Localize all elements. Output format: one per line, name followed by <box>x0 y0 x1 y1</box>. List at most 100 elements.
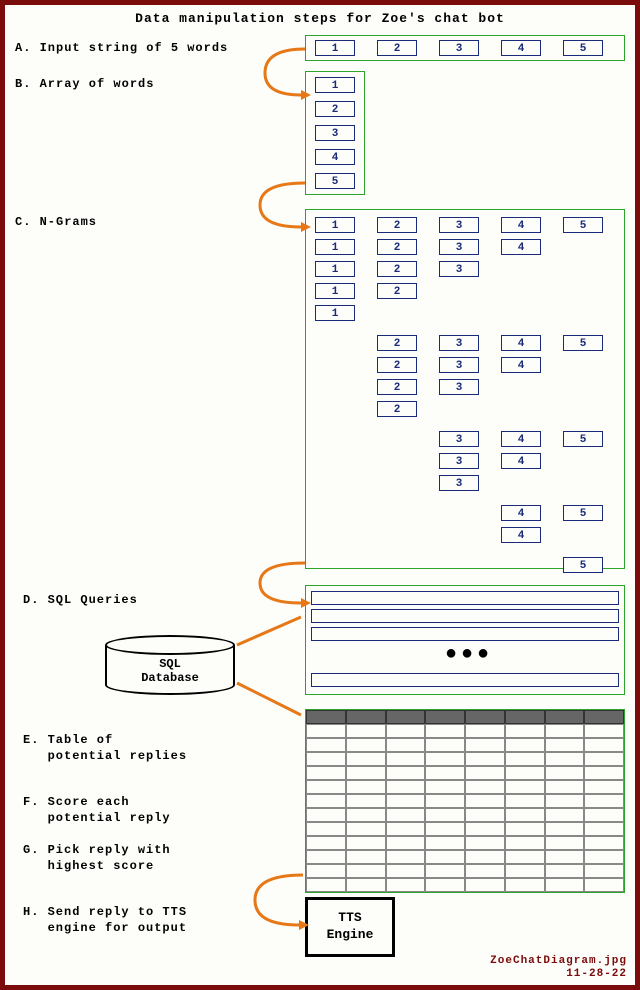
table-cell <box>584 808 624 822</box>
ngram-cell: 2 <box>377 379 417 395</box>
ngram-cell: 1 <box>315 305 355 321</box>
table-header-cell <box>465 710 505 724</box>
table-cell <box>306 766 346 780</box>
input-cell: 1 <box>315 40 355 56</box>
table-cell <box>545 724 585 738</box>
ngram-cell: 5 <box>563 431 603 447</box>
table-cell <box>584 724 624 738</box>
ngram-cell: 3 <box>439 261 479 277</box>
table-cell <box>306 822 346 836</box>
table-cell <box>386 780 426 794</box>
table-cell <box>425 724 465 738</box>
table-header-cell <box>505 710 545 724</box>
table-cell <box>584 822 624 836</box>
ngram-cell: 2 <box>377 283 417 299</box>
table-cell <box>346 724 386 738</box>
step-f-label: F. Score each potential reply <box>23 795 171 826</box>
table-cell <box>306 724 346 738</box>
table-cell <box>386 864 426 878</box>
table-cell <box>584 738 624 752</box>
ngram-cell: 5 <box>563 217 603 233</box>
ngram-cell: 3 <box>439 357 479 373</box>
table-cell <box>386 878 426 892</box>
ngram-cell: 2 <box>377 217 417 233</box>
ngram-cell: 1 <box>315 217 355 233</box>
query-bar <box>311 627 619 641</box>
query-bar <box>311 673 619 687</box>
table-cell <box>545 850 585 864</box>
table-cell <box>346 864 386 878</box>
table-cell <box>346 794 386 808</box>
table-cell <box>425 836 465 850</box>
table-cell <box>346 836 386 850</box>
db-top <box>105 635 235 655</box>
step-e-label: E. Table of potential replies <box>23 733 187 764</box>
ngram-cell: 1 <box>315 261 355 277</box>
ngram-cell: 4 <box>501 239 541 255</box>
array-cell: 2 <box>315 101 355 117</box>
table-cell <box>306 836 346 850</box>
table-cell <box>465 822 505 836</box>
ngram-cell: 4 <box>501 453 541 469</box>
table-cell <box>505 724 545 738</box>
ngram-cell: 2 <box>377 239 417 255</box>
table-header-cell <box>386 710 426 724</box>
array-cell: 3 <box>315 125 355 141</box>
table-cell <box>306 794 346 808</box>
input-cell: 4 <box>501 40 541 56</box>
table-cell <box>465 850 505 864</box>
diagram-page: Data manipulation steps for Zoe's chat b… <box>0 0 640 990</box>
footer: ZoeChatDiagram.jpg 11-28-22 <box>490 955 627 981</box>
ngram-cell: 4 <box>501 505 541 521</box>
table-cell <box>545 808 585 822</box>
table-cell <box>386 794 426 808</box>
ngram-cell: 2 <box>377 261 417 277</box>
table-cell <box>465 752 505 766</box>
ngram-cell: 2 <box>377 401 417 417</box>
query-bar <box>311 609 619 623</box>
input-cell: 3 <box>439 40 479 56</box>
ngram-cell: 3 <box>439 335 479 351</box>
table-cell <box>346 766 386 780</box>
step-c-label: C. N-Grams <box>15 215 97 231</box>
table-cell <box>545 780 585 794</box>
table-cell <box>306 864 346 878</box>
ngram-cell: 3 <box>439 217 479 233</box>
ngram-cell: 1 <box>315 239 355 255</box>
ngram-cell: 4 <box>501 217 541 233</box>
table-cell <box>386 766 426 780</box>
table-cell <box>505 808 545 822</box>
table-cell <box>425 794 465 808</box>
table-cell <box>545 766 585 780</box>
table-cell <box>465 864 505 878</box>
table-cell <box>306 738 346 752</box>
ngram-cell: 5 <box>563 505 603 521</box>
table-cell <box>465 878 505 892</box>
table-cell <box>505 738 545 752</box>
ngram-cell: 3 <box>439 475 479 491</box>
step-h-label: H. Send reply to TTS engine for output <box>23 905 187 936</box>
table-cell <box>505 794 545 808</box>
step-g-label: G. Pick reply with highest score <box>23 843 171 874</box>
ngram-cell: 3 <box>439 379 479 395</box>
table-cell <box>505 850 545 864</box>
step-a-label: A. Input string of 5 words <box>15 41 228 57</box>
array-cell: 5 <box>315 173 355 189</box>
replies-table <box>305 709 625 893</box>
table-cell <box>505 878 545 892</box>
step-b-label: B. Array of words <box>15 77 154 93</box>
table-cell <box>306 878 346 892</box>
input-cell: 5 <box>563 40 603 56</box>
table-header-cell <box>306 710 346 724</box>
table-header-cell <box>584 710 624 724</box>
table-cell <box>465 738 505 752</box>
table-cell <box>425 738 465 752</box>
diagram-title: Data manipulation steps for Zoe's chat b… <box>5 5 635 26</box>
ngram-cell: 4 <box>501 527 541 543</box>
ngram-cell: 3 <box>439 453 479 469</box>
table-cell <box>505 822 545 836</box>
footer-date: 11-28-22 <box>490 968 627 981</box>
table-cell <box>306 808 346 822</box>
table-cell <box>346 808 386 822</box>
table-cell <box>386 724 426 738</box>
